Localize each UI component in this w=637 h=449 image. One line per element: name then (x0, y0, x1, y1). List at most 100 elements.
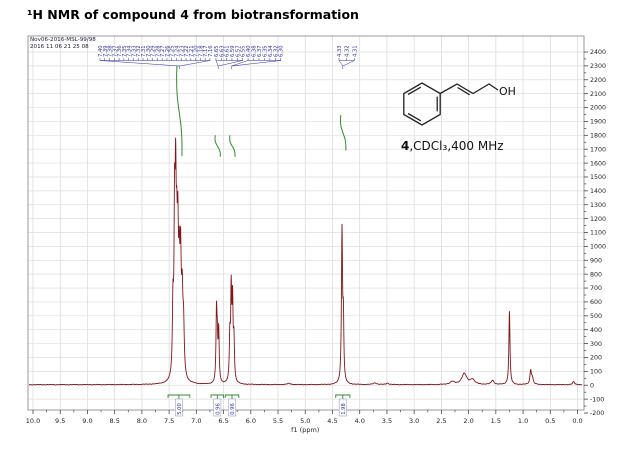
peak-shift-label: 7.20 (194, 45, 200, 57)
y-tick-label: 900 (590, 257, 602, 264)
peak-shift-label: 7.23 (179, 45, 185, 57)
grid (28, 36, 584, 410)
allyl-chain (439, 83, 499, 95)
x-tick-label: 5.0 (300, 417, 310, 425)
peak-shift-label: 6.57 (235, 45, 241, 57)
peak-shift-label: 7.22 (184, 45, 190, 57)
y-tick-label: 700 (590, 285, 602, 292)
peak-shift-label: 7.18 (198, 45, 204, 57)
y-tick-label: 1000 (590, 244, 606, 251)
y-tick-label: 400 (590, 327, 602, 334)
y-tick-label: 200 (590, 355, 602, 362)
molecule-structure: OH (403, 82, 516, 126)
y-tick-label: 1200 (590, 216, 606, 223)
spectrum-caption: 4,CDCl₃,400 MHz (401, 139, 504, 153)
peak-shift-label: 7.34 (127, 45, 133, 57)
peak-shift-label: 7.39 (103, 45, 109, 57)
timestamp-line2: 2016 11 06 21 25 08 (30, 43, 89, 50)
x-tick-label: 10.0 (26, 417, 40, 425)
peak-shift-label: 7.35 (122, 45, 128, 57)
x-tick-label: 8.0 (137, 417, 147, 425)
y-tick-label: 500 (590, 313, 602, 320)
integral-value: 0.96 (216, 403, 222, 415)
x-tick-label: 0.5 (545, 417, 555, 425)
x-tick-label: 6.5 (218, 417, 228, 425)
peak-shift-label: 6.38 (252, 45, 258, 57)
integral-labels: 5.00 0.96 0.96 1.98 (167, 394, 351, 417)
peak-shift-label: 6.37 (257, 45, 263, 57)
x-tick-label: 7.5 (164, 417, 174, 425)
x-tick-label: 4.5 (327, 417, 337, 425)
x-tick-label: 5.5 (273, 417, 283, 425)
y-tick-label: -100 (590, 396, 604, 403)
y-tick-label: 1100 (590, 230, 606, 237)
y-tick-label: 1700 (590, 146, 606, 153)
compound-number: 4 (401, 139, 410, 153)
integral-value: 5.00 (177, 403, 183, 415)
x-tick-label: 3.5 (382, 417, 392, 425)
spectrum-trace (28, 137, 583, 386)
peak-shift-label: 7.26 (165, 45, 171, 57)
integral-curves (176, 65, 347, 157)
y-tick-label: 2000 (590, 105, 606, 112)
y-tick-label: 2300 (590, 63, 606, 70)
x-tick-label: 9.5 (55, 417, 65, 425)
peak-shift-label: 7.36 (117, 45, 123, 57)
peak-shift-label: 7.21 (189, 45, 195, 57)
x-tick-label: 2.5 (436, 417, 446, 425)
peak-shift-label: 7.38 (108, 45, 114, 57)
peak-shift-label: 6.32 (273, 45, 279, 57)
peak-shift-label: 7.31 (141, 45, 147, 57)
plot-border (27, 35, 585, 411)
y-tick-label: 1600 (590, 160, 606, 167)
solvent-frequency: ,CDCl₃,400 MHz (409, 139, 504, 153)
peak-shift-label: 6.55 (241, 45, 247, 57)
x-tick-label: 1.0 (518, 417, 528, 425)
y-tick-label: 0 (590, 382, 594, 389)
timestamp-annotation: Nov06-2016-MSL-99/98 2016 11 06 21 25 08 (30, 37, 96, 51)
page-title: ¹H NMR of compound 4 from biotransformat… (27, 7, 359, 22)
peak-shift-label: 4.33 (337, 45, 343, 57)
peak-shift-label: 7.30 (146, 45, 152, 57)
peak-shift-label: 7.27 (160, 45, 166, 57)
peak-shift-label: 7.33 (131, 45, 137, 57)
x-tick-label: 4.0 (355, 417, 365, 425)
ring-double-bond (407, 86, 422, 96)
y-tick-label: -200 (590, 410, 604, 417)
x-axis-label: f1 (ppm) (291, 426, 319, 434)
peak-shift-label: 7.16 (208, 45, 214, 57)
peak-shift-label: 6.65 (214, 45, 220, 57)
peak-shift-label: 6.40 (246, 45, 252, 57)
peak-shift-label: 7.28 (155, 45, 161, 57)
peak-shift-label: 4.31 (352, 45, 358, 57)
peak-shift-label: 7.24 (175, 45, 181, 57)
peak-shift-label: 7.29 (151, 45, 157, 57)
y-tick-label: 1900 (590, 119, 606, 126)
peak-shift-label: 7.25 (170, 45, 176, 57)
y-tick-label: 1400 (590, 188, 606, 195)
y-tick-label: 300 (590, 341, 602, 348)
y-tick-label: 800 (590, 271, 602, 278)
y-tick-label: 1800 (590, 133, 606, 140)
y-tick-label: 2100 (590, 91, 606, 98)
x-tick-label: 1.5 (491, 417, 501, 425)
x-tick-label: 0.0 (572, 417, 582, 425)
x-tick-label: 8.5 (110, 417, 120, 425)
peak-shift-label: 6.63 (219, 45, 225, 57)
vinyl-double-bond (457, 86, 471, 96)
peak-shift-label: 6.59 (230, 45, 236, 57)
x-tick-label: 2.0 (463, 417, 473, 425)
y-tick-label: 2200 (590, 77, 606, 84)
integral-value: 0.96 (230, 403, 236, 415)
peak-shift-label: 7.37 (112, 45, 118, 57)
y-tick-label: 1500 (590, 174, 606, 181)
y-tick-label: 100 (590, 369, 602, 376)
peak-shift-label: 6.34 (268, 45, 274, 57)
x-tick-label: 6.0 (246, 417, 256, 425)
benzene-ring (403, 82, 441, 126)
hydroxyl-label: OH (499, 85, 516, 98)
peak-labels: 7.407.397.387.377.367.357.347.337.327.31… (98, 45, 358, 69)
x-tick-label: 3.0 (409, 417, 419, 425)
